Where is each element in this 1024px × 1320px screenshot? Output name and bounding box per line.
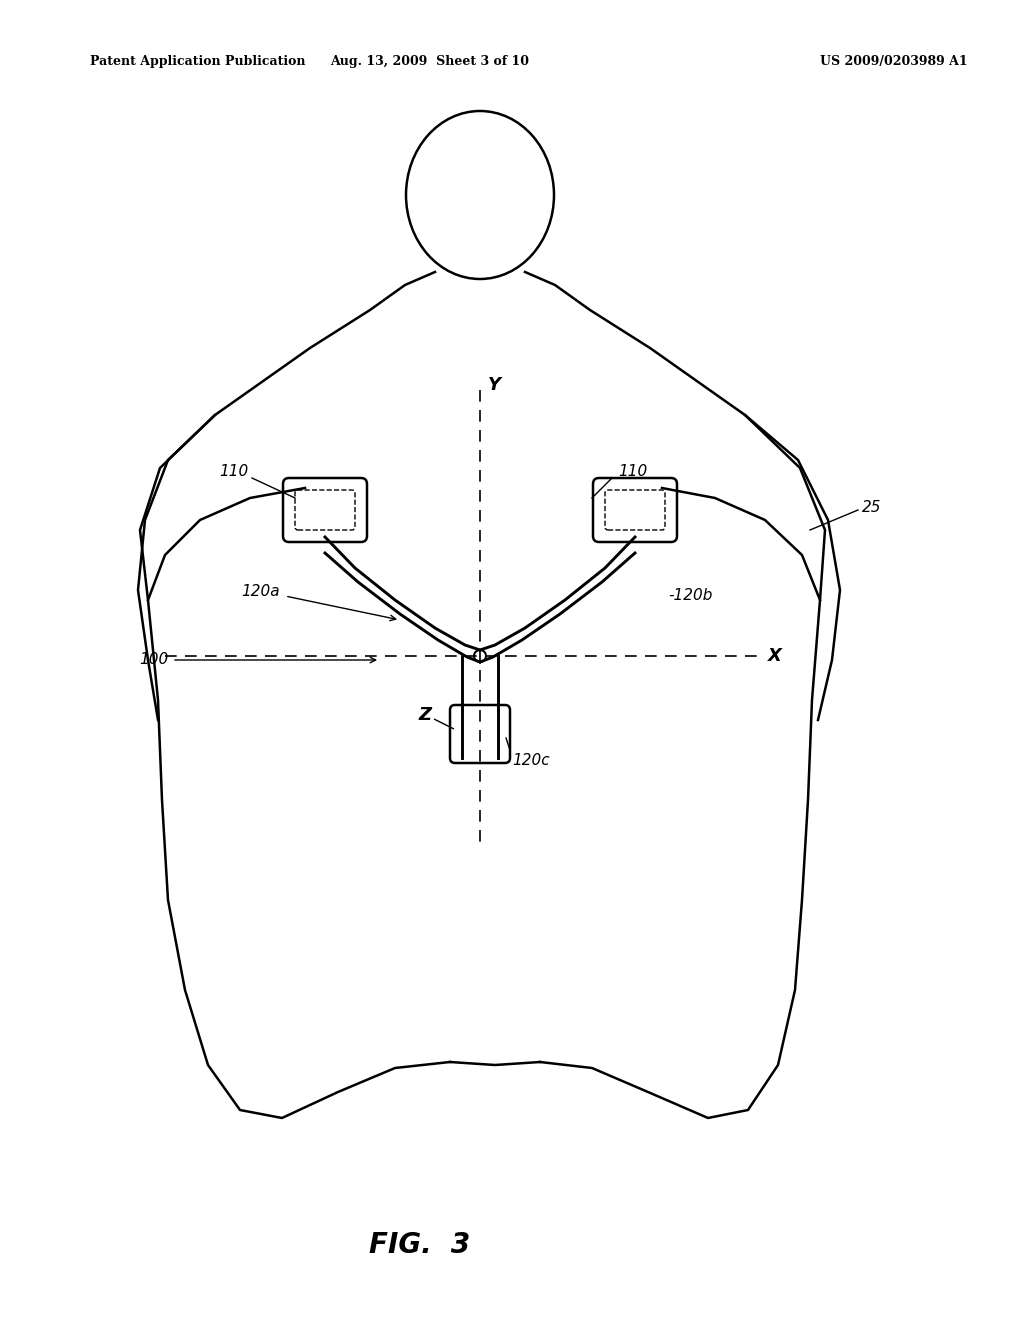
Text: Aug. 13, 2009  Sheet 3 of 10: Aug. 13, 2009 Sheet 3 of 10: [331, 55, 529, 69]
Text: 120a: 120a: [242, 585, 280, 599]
Text: 110: 110: [618, 465, 647, 479]
Text: Y: Y: [488, 376, 501, 393]
Text: Z: Z: [418, 706, 431, 723]
Text: US 2009/0203989 A1: US 2009/0203989 A1: [820, 55, 968, 69]
Text: 100: 100: [138, 652, 168, 668]
Text: 110: 110: [219, 465, 248, 479]
Text: FIG.  3: FIG. 3: [370, 1232, 471, 1259]
Text: -120b: -120b: [668, 587, 713, 602]
Text: 25: 25: [862, 500, 882, 516]
Text: Patent Application Publication: Patent Application Publication: [90, 55, 305, 69]
Text: 120c: 120c: [512, 752, 550, 768]
Circle shape: [474, 649, 486, 663]
Text: X: X: [768, 647, 782, 665]
